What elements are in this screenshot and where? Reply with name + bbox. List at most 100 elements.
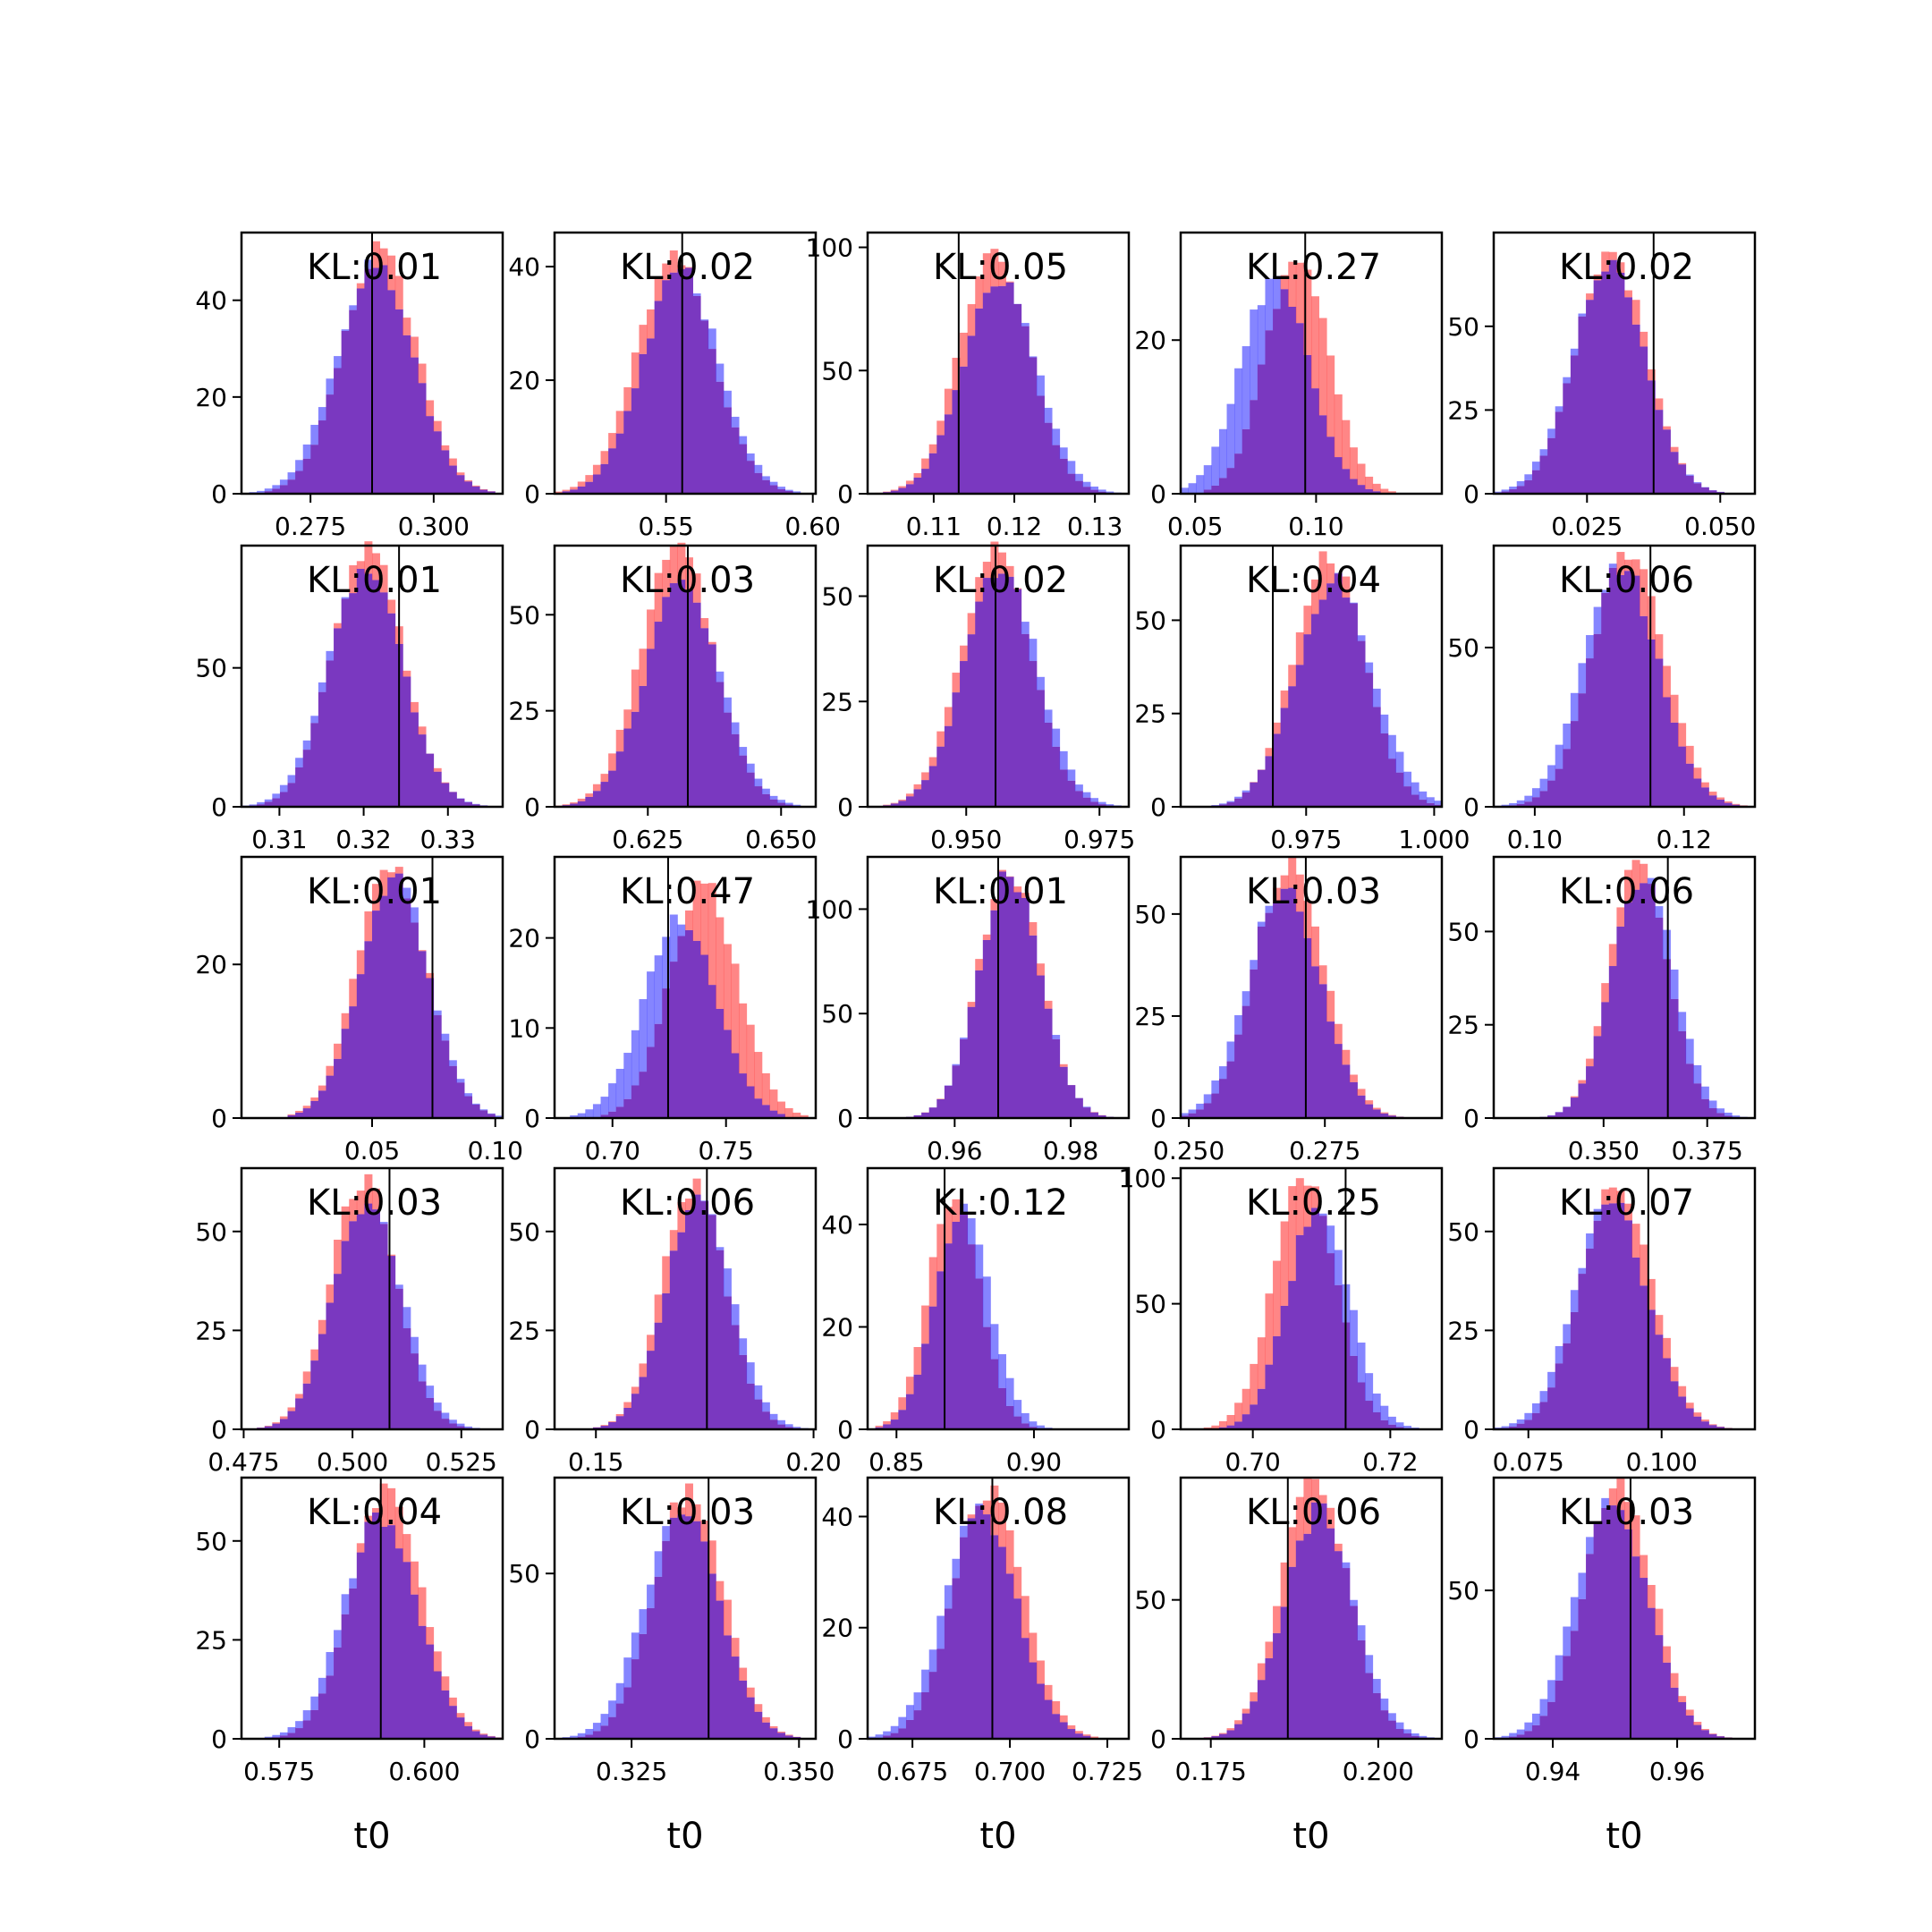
bar-overlap [669,1250,678,1429]
axes-frame [553,544,818,809]
bar-overlap [1570,721,1579,807]
x-tick-label: 0.325 [596,1757,667,1786]
bar-overlap [1021,897,1030,1118]
bar-blue [1403,1729,1412,1734]
bar-blue [1365,1373,1374,1402]
bar-blue [272,485,281,489]
bar-red [1372,483,1381,492]
bar-overlap [1563,749,1572,807]
bar-red [1586,293,1595,301]
bar-blue [1647,877,1656,885]
bar-overlap [692,1521,701,1739]
bar-blue [341,1594,350,1614]
axes-frame [1492,544,1757,809]
x-tick-label: 0.950 [930,825,1002,854]
bar-overlap [334,368,343,494]
bar-overlap [761,1105,770,1118]
bar-red [952,358,961,391]
bar-overlap [615,433,624,494]
bar-overlap [1372,1412,1381,1429]
bar-blue [1509,802,1518,806]
bar-overlap [1044,422,1053,494]
bar-red [1601,1189,1610,1205]
kl-label: KL:0.03 [1246,871,1381,912]
bar-blue [1708,1100,1717,1108]
bar-red [1334,1543,1343,1552]
bar-blue [577,1733,586,1737]
bar-overlap [1631,1257,1640,1429]
bar-overlap [364,1521,373,1739]
bar-blue [898,1716,907,1729]
bar-red [716,1580,724,1601]
bar-blue [1029,639,1038,662]
bar-overlap [647,1046,656,1118]
bar-overlap [1250,782,1258,807]
bar-overlap [1608,567,1617,807]
bar-overlap [1578,1083,1587,1118]
bar-overlap [1586,300,1595,494]
axes-frame [866,231,1131,496]
kl-label: KL:0.04 [307,1492,442,1533]
axes-frame [866,1166,1131,1431]
bar-red [379,248,388,266]
bar-overlap [1288,1566,1297,1739]
bar-blue [1501,489,1510,492]
bar-red [639,648,648,686]
bar-blue [1395,751,1404,773]
bar-red [1021,893,1030,898]
y-tick-label: 50 [1447,312,1479,342]
bar-overlap [1257,364,1266,494]
x-tick-label: 0.650 [745,825,817,854]
bar-red [334,1239,343,1275]
bar-overlap [1241,1414,1250,1429]
y-tick-label: 0 [1463,479,1479,509]
bar-overlap [1608,1203,1617,1429]
bar-overlap [433,771,442,807]
bar-blue [257,490,266,494]
bar-red [441,782,450,784]
x-tick-label: 0.70 [1225,1447,1281,1477]
bar-blue [1539,449,1548,456]
bar-blue [769,481,778,486]
bar-overlap [913,789,922,807]
bar-red [654,1294,663,1323]
kl-label: KL:0.08 [933,1492,1068,1533]
bar-overlap [592,791,601,807]
bar-overlap [1357,1382,1366,1429]
bar-overlap [960,661,969,807]
bar-overlap [287,1733,296,1739]
y-tick-label: 0 [524,479,540,509]
bar-overlap [952,1578,961,1739]
bar-red [1624,559,1632,572]
bar-overlap [960,1537,969,1739]
bar-red [631,669,640,712]
bar-overlap [982,1326,991,1429]
bar-red [1288,856,1297,888]
bar-overlap [1234,1421,1243,1429]
bar-red [960,645,969,662]
bar-blue [1578,1267,1587,1275]
bar-red [1013,886,1022,893]
bar-blue [639,999,648,1072]
bar-overlap [1563,1343,1572,1429]
bar-overlap [1334,573,1343,807]
bar-red [615,1413,624,1417]
bar-red [295,1394,304,1399]
bar-red [1593,274,1602,281]
bar-blue [1090,486,1099,490]
bar-blue [1501,1426,1510,1428]
bar-overlap [577,486,586,494]
bar-overlap [1539,791,1548,807]
bar-overlap [1082,1735,1091,1739]
bar-blue [615,1068,624,1107]
bar-overlap [600,1426,609,1429]
bar-red [310,1097,319,1101]
bar-overlap [394,873,403,1118]
bar-red [639,1363,648,1377]
bar-overlap [1326,1253,1335,1429]
bar-overlap [1013,892,1022,1118]
bar-blue [1052,1035,1061,1039]
bar-red [1372,1107,1381,1110]
